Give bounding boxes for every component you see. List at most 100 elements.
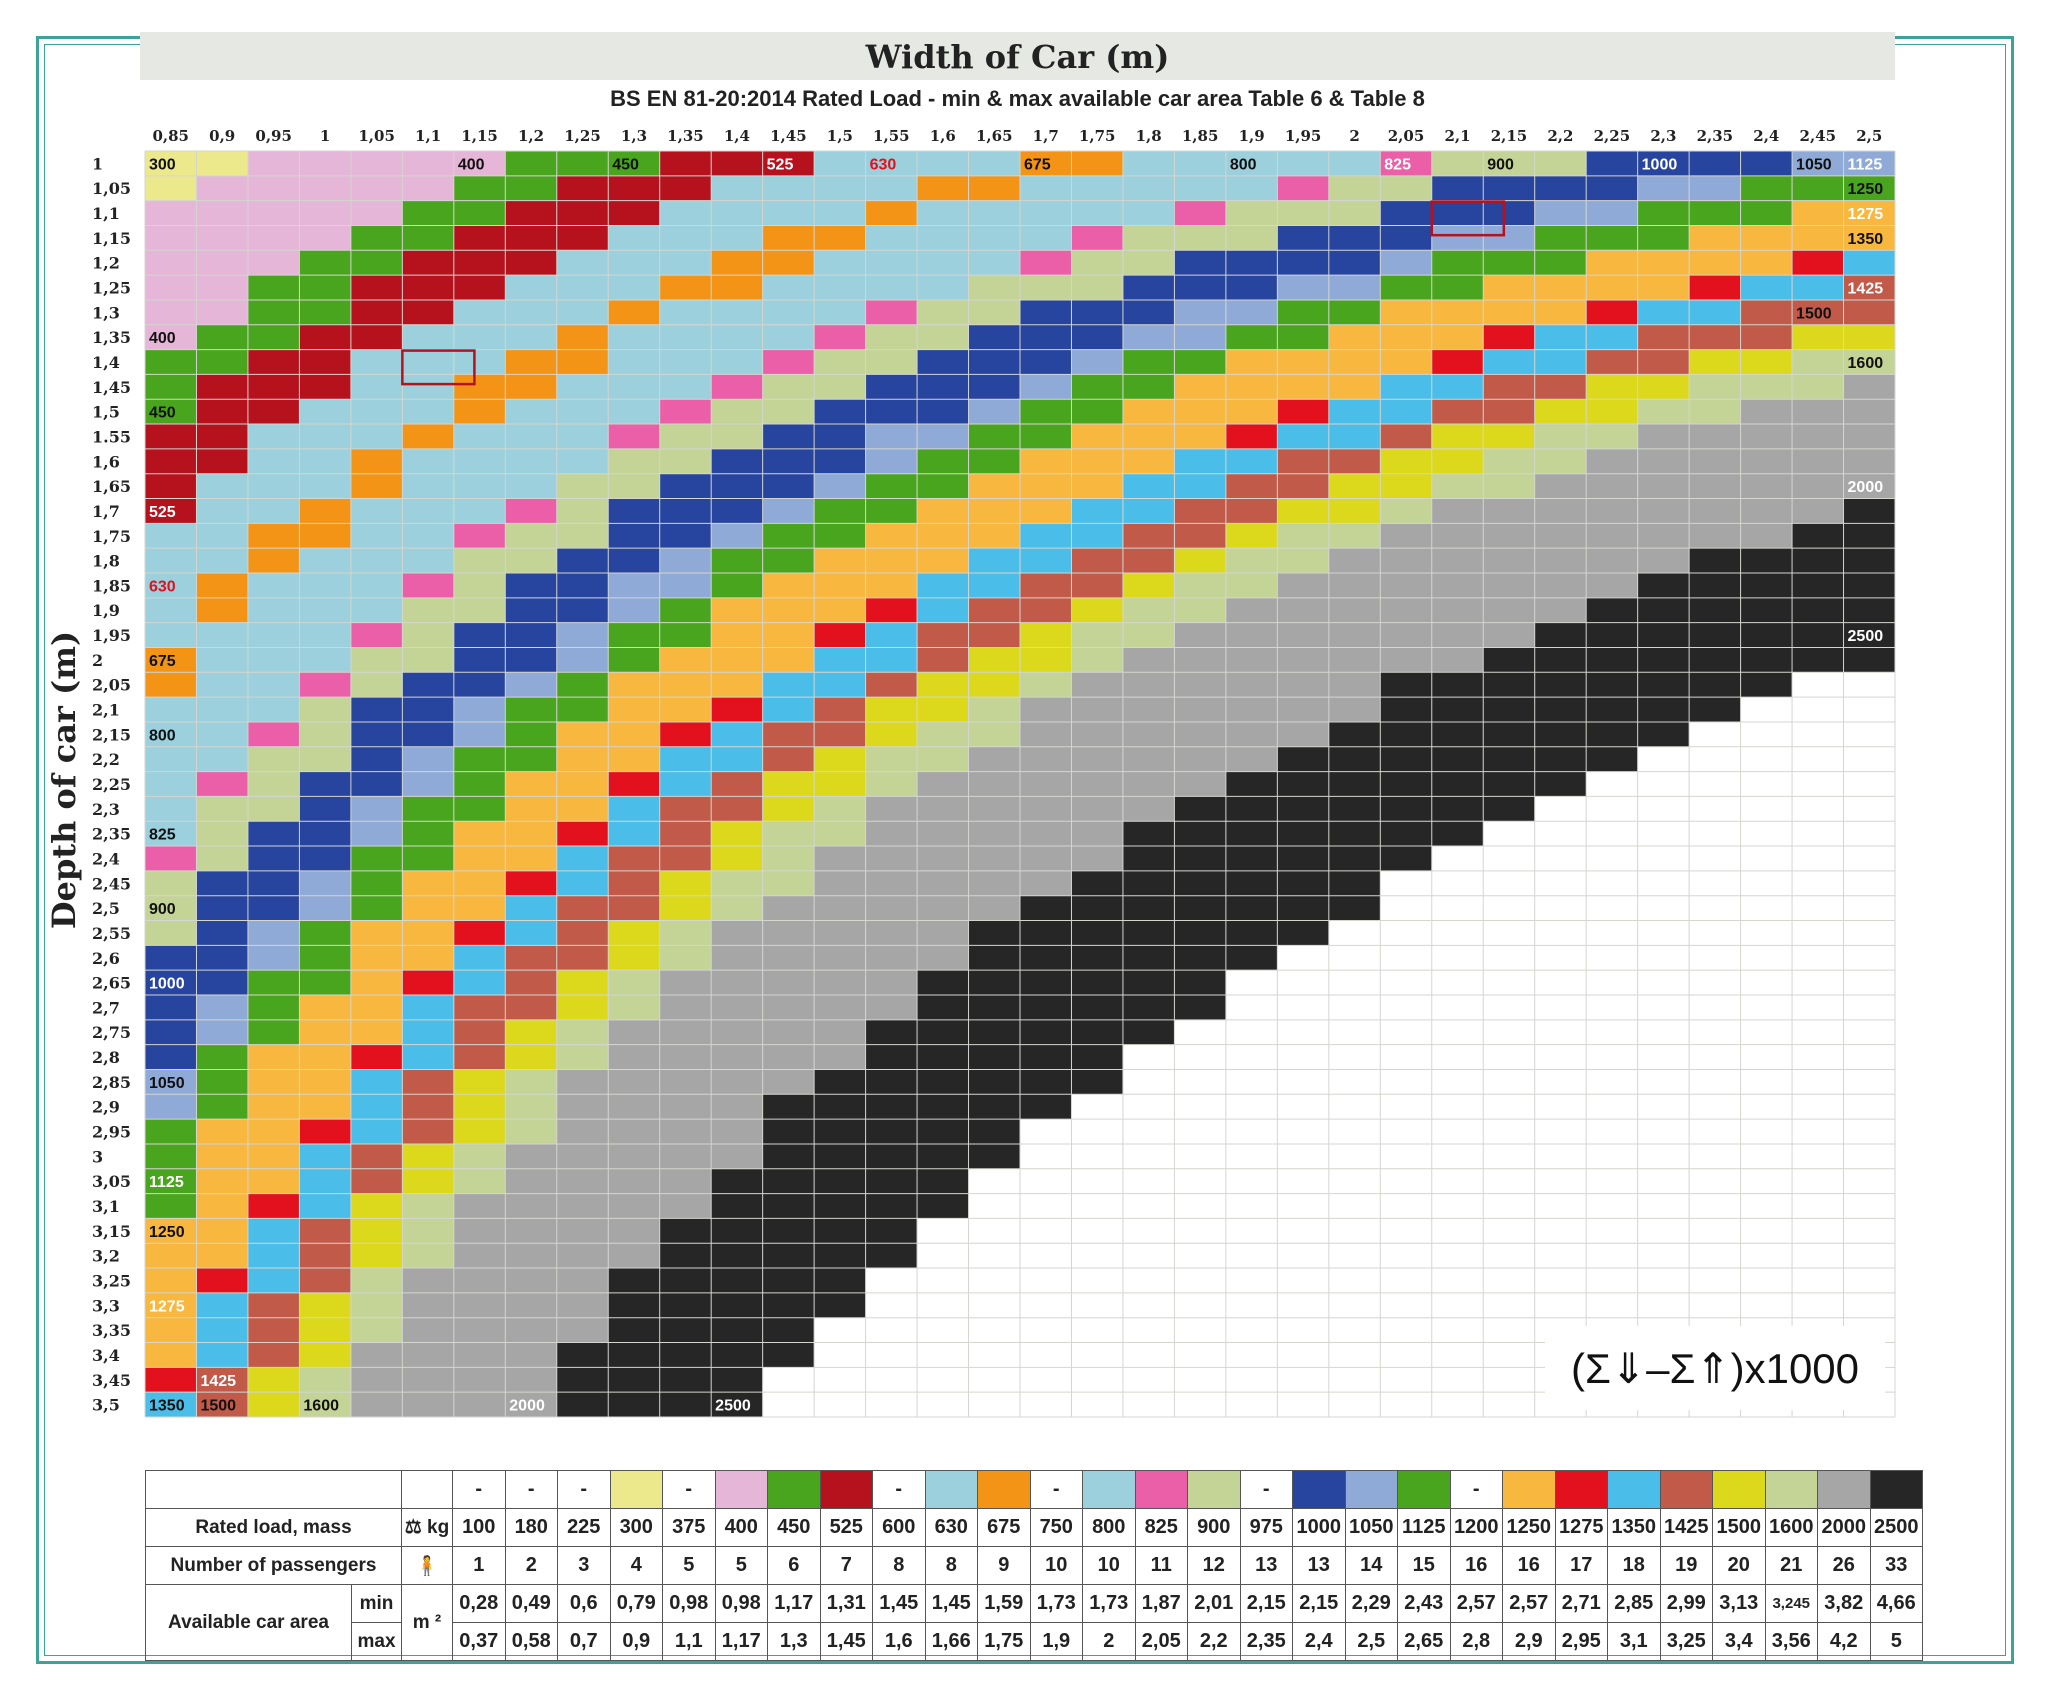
heatmap-cell	[1483, 1119, 1535, 1144]
heatmap-cell	[814, 1367, 866, 1393]
heatmap-cell	[917, 225, 969, 251]
heatmap-cell	[453, 424, 506, 449]
heatmap-cell	[1380, 424, 1432, 449]
heatmap-cell	[762, 200, 815, 226]
heatmap-cell	[1483, 1243, 1535, 1269]
heatmap-cell	[453, 374, 506, 400]
heatmap-cell	[1174, 424, 1226, 449]
heatmap-cell	[145, 1069, 197, 1095]
legend-area-max: 1,9	[1029, 1622, 1083, 1661]
heatmap-cell	[1792, 523, 1844, 549]
heatmap-cell	[1122, 1292, 1175, 1318]
heatmap-cell	[1637, 1243, 1690, 1269]
legend-swatch	[1607, 1470, 1661, 1509]
heatmap-cell	[1740, 399, 1793, 425]
heatmap-cell	[453, 597, 506, 623]
heatmap-cell	[1483, 870, 1535, 896]
heatmap-cell	[917, 622, 969, 648]
heatmap-cell	[453, 1317, 506, 1343]
heatmap-cell	[1020, 721, 1072, 747]
heatmap-cell	[402, 1268, 454, 1293]
heatmap-cell	[968, 622, 1020, 648]
heatmap-cell	[1277, 573, 1329, 598]
heatmap-cell	[402, 995, 454, 1020]
heatmap-cell	[1020, 151, 1072, 176]
heatmap-cell	[1328, 151, 1381, 176]
heatmap-cell	[1328, 895, 1381, 921]
heatmap-cell	[556, 299, 609, 325]
heatmap-cell	[453, 920, 506, 946]
heatmap-cell	[1071, 721, 1123, 747]
heatmap-cell	[1637, 1143, 1690, 1169]
heatmap-cell	[1689, 1094, 1741, 1120]
heatmap-cell	[247, 523, 300, 549]
heatmap-cell	[299, 1069, 351, 1095]
heatmap-cell	[453, 1143, 506, 1169]
heatmap-cell	[1483, 1392, 1535, 1417]
heatmap-cell	[1174, 1367, 1226, 1393]
heatmap-cell	[1637, 895, 1690, 921]
heatmap-cell	[1843, 771, 1895, 797]
heatmap-cell	[556, 771, 609, 797]
heatmap-cell	[1174, 548, 1226, 573]
x-tick-label: 2,3	[1650, 127, 1676, 145]
heatmap-cell	[247, 175, 300, 201]
heatmap-cell	[865, 1342, 918, 1368]
heatmap-cell	[1380, 175, 1432, 201]
heatmap-cell	[402, 895, 454, 921]
heatmap-cell	[453, 1094, 506, 1120]
heatmap-cell	[1277, 870, 1329, 896]
heatmap-cell	[1689, 1119, 1741, 1144]
heatmap-cell	[556, 200, 609, 226]
heatmap-cell	[1586, 721, 1638, 747]
heatmap-cell	[1740, 349, 1793, 375]
heatmap-cell	[556, 1392, 609, 1417]
heatmap-cell	[1586, 995, 1638, 1020]
heatmap-cell	[453, 697, 506, 722]
heatmap-cell	[1740, 225, 1793, 251]
heatmap-cell	[865, 448, 918, 474]
heatmap-cell	[402, 647, 454, 673]
legend-area-min: 1,73	[1029, 1584, 1083, 1623]
heatmap-cell	[1534, 1094, 1587, 1120]
heatmap-cell	[1586, 1119, 1638, 1144]
heatmap-cell	[196, 1243, 248, 1269]
legend-kg: 630	[924, 1508, 978, 1547]
heatmap-cell	[917, 1392, 969, 1417]
heatmap-cell	[299, 796, 351, 822]
heatmap-cell	[1174, 895, 1226, 921]
legend-area-max: 1,3	[767, 1622, 821, 1661]
heatmap-cell	[145, 275, 197, 300]
heatmap-cell	[659, 548, 712, 573]
heatmap-cell	[196, 1119, 248, 1144]
heatmap-cell	[1174, 995, 1226, 1020]
heatmap-cell	[1277, 995, 1329, 1020]
heatmap-cell	[1277, 1243, 1329, 1269]
heatmap-cell	[1174, 796, 1226, 822]
heatmap-cell	[299, 324, 351, 350]
heatmap-cell	[711, 920, 763, 946]
heatmap-cell	[865, 1317, 918, 1343]
heatmap-cell	[453, 647, 506, 673]
heatmap-cell	[1534, 895, 1587, 921]
cell-value-label: 450	[612, 156, 639, 173]
heatmap-cell	[1174, 473, 1226, 499]
heatmap-cell	[1328, 622, 1381, 648]
heatmap-cell	[1122, 548, 1175, 573]
heatmap-cell	[1225, 1292, 1278, 1318]
heatmap-cell	[402, 1044, 454, 1070]
heatmap-cell	[762, 1268, 815, 1293]
heatmap-cell	[1843, 796, 1895, 822]
heatmap-cell	[1792, 473, 1844, 499]
heatmap-cell	[659, 448, 712, 474]
heatmap-cell	[1637, 200, 1690, 226]
legend-passengers: 17	[1554, 1546, 1608, 1585]
legend-kg: 2500	[1869, 1508, 1923, 1547]
heatmap-cell	[659, 1193, 712, 1219]
heatmap-cell	[1586, 597, 1638, 623]
cell-value-label: 1500	[1796, 305, 1832, 322]
heatmap-cell	[247, 473, 300, 499]
legend-kg: 1500	[1712, 1508, 1766, 1547]
heatmap-cell	[196, 672, 248, 698]
heatmap-cell	[1277, 697, 1329, 722]
